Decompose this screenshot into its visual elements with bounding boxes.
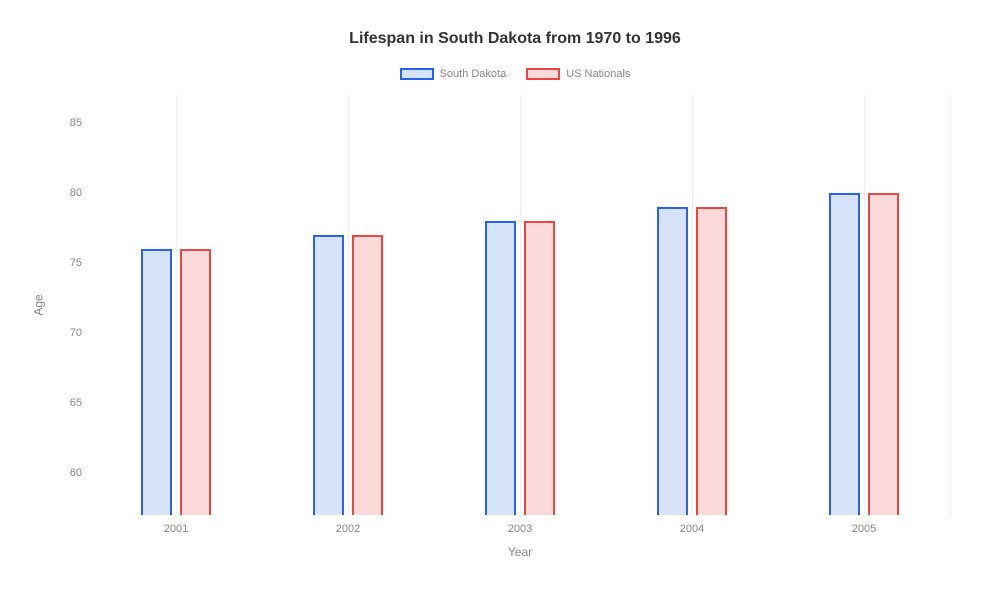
legend-item-1: US Nationals [526,68,630,80]
legend-swatch-0 [400,68,434,80]
y-tick-label: 80 [52,187,82,199]
legend-label-1: US Nationals [566,68,630,80]
grid-line [692,95,693,515]
y-axis-label: Age [32,294,46,315]
y-tick-label: 70 [52,327,82,339]
x-tick-label: 2001 [164,523,188,535]
y-tick-label: 65 [52,397,82,409]
grid-line [950,95,951,515]
bar [696,207,727,515]
bar [524,221,555,515]
bar [141,249,172,515]
legend-swatch-1 [526,68,560,80]
plot-area: Age Year 2001200220032004200560657075808… [90,95,950,515]
y-tick-label: 75 [52,257,82,269]
grid-line [176,95,177,515]
bar [657,207,688,515]
legend-label-0: South Dakota [440,68,507,80]
bar [352,235,383,515]
y-tick-label: 60 [52,467,82,479]
y-tick-label: 85 [52,117,82,129]
legend-item-0: South Dakota [400,68,507,80]
bar [313,235,344,515]
grid-line [520,95,521,515]
x-tick-label: 2004 [680,523,704,535]
chart-container: Lifespan in South Dakota from 1970 to 19… [0,0,1000,600]
bar [485,221,516,515]
x-axis-label: Year [508,545,532,559]
bar [829,193,860,515]
bar [180,249,211,515]
bar [868,193,899,515]
x-tick-label: 2002 [336,523,360,535]
grid-line [348,95,349,515]
x-tick-label: 2003 [508,523,532,535]
x-tick-label: 2005 [852,523,876,535]
chart-legend: South Dakota US Nationals [70,68,960,80]
chart-title: Lifespan in South Dakota from 1970 to 19… [70,30,960,48]
grid-line [864,95,865,515]
